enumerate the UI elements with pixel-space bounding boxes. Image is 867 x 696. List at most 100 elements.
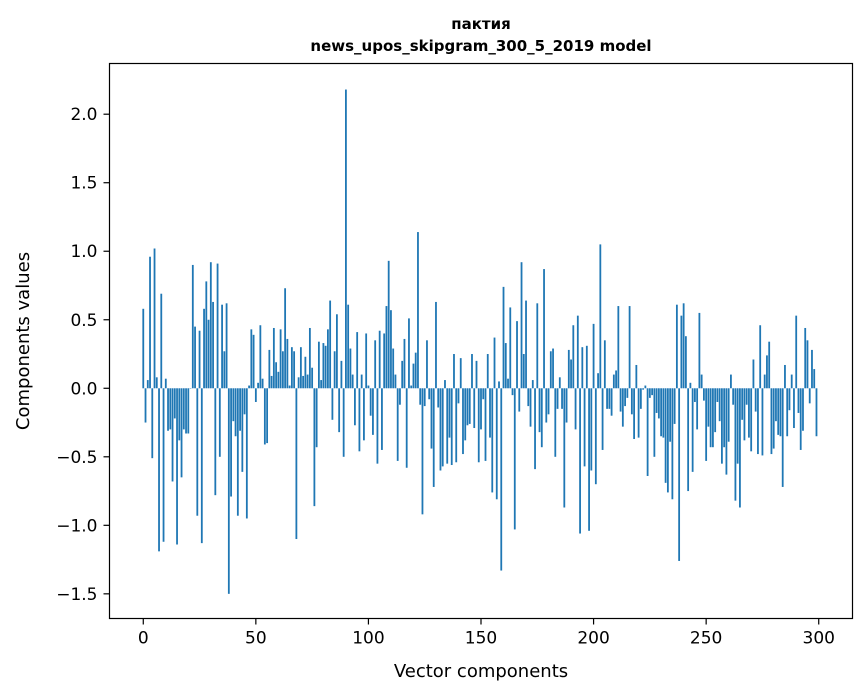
- bar-component-200: [592, 323, 595, 389]
- bar-component-202: [597, 373, 599, 389]
- bar-component-147: [473, 388, 476, 429]
- bar-component-39: [230, 388, 232, 497]
- bar-component-53: [261, 378, 264, 389]
- bar-component-272: [754, 388, 757, 412]
- x-tick-label: 150: [465, 629, 497, 649]
- bar-component-293: [802, 388, 804, 431]
- bar-component-170: [525, 300, 527, 389]
- bar-component-93: [351, 374, 354, 389]
- bar-component-13: [171, 388, 174, 482]
- bar-component-52: [259, 325, 262, 389]
- bar-component-211: [617, 306, 620, 389]
- bar-component-243: [689, 382, 692, 389]
- bar-component-176: [538, 388, 541, 433]
- bar-component-282: [777, 388, 780, 435]
- bar-component-141: [459, 358, 462, 389]
- bar-component-146: [471, 354, 473, 389]
- bar-component-20: [187, 388, 190, 434]
- bar-component-12: [169, 388, 172, 430]
- bar-component-296: [808, 388, 811, 404]
- bar-component-87: [338, 388, 341, 433]
- bar-component-72: [304, 356, 307, 389]
- bar-component-11: [167, 388, 169, 431]
- bar-component-182: [552, 348, 554, 389]
- bar-component-224: [646, 388, 649, 476]
- x-tick-label: 100: [352, 629, 384, 649]
- bar-component-193: [576, 315, 579, 389]
- y-tick-label: −1.0: [56, 516, 97, 536]
- bar-component-43: [239, 388, 241, 431]
- bar-component-292: [799, 388, 802, 450]
- bar-component-74: [308, 327, 311, 389]
- bar-component-249: [703, 388, 705, 401]
- bar-component-252: [709, 388, 712, 448]
- bar-component-270: [750, 388, 753, 452]
- bar-component-229: [657, 388, 660, 419]
- bar-component-219: [635, 364, 638, 389]
- bar-component-94: [354, 388, 356, 426]
- bar-component-265: [739, 388, 741, 508]
- bar-component-42: [236, 388, 239, 516]
- bar-component-135: [446, 388, 449, 464]
- bar-component-169: [522, 354, 525, 389]
- bar-component-134: [444, 380, 446, 389]
- bar-component-278: [768, 341, 771, 389]
- bar-component-254: [714, 388, 717, 433]
- bar-component-114: [399, 388, 401, 405]
- bar-component-91: [347, 304, 350, 389]
- bar-component-33: [216, 263, 219, 389]
- bar-component-233: [666, 388, 669, 493]
- bar-component-144: [466, 388, 469, 426]
- bar-component-172: [529, 388, 532, 427]
- bar-component-175: [536, 303, 539, 389]
- bar-component-142: [462, 388, 464, 455]
- x-tick-label: 50: [245, 629, 267, 649]
- bar-component-119: [410, 385, 413, 389]
- bar-component-151: [482, 388, 485, 400]
- bar-component-190: [570, 359, 572, 389]
- bar-component-40: [232, 388, 235, 422]
- bar-component-107: [383, 333, 386, 389]
- bar-component-177: [540, 388, 543, 448]
- bar-component-41: [234, 388, 237, 437]
- bar-component-295: [806, 340, 809, 389]
- bar-component-189: [567, 349, 570, 389]
- bar-component-213: [621, 388, 624, 427]
- bar-component-145: [468, 388, 471, 424]
- bar-component-104: [376, 388, 379, 464]
- bar-component-45: [243, 388, 246, 415]
- bar-component-116: [403, 338, 406, 389]
- bar-component-185: [558, 377, 561, 389]
- bar-component-88: [340, 360, 343, 389]
- bar-component-71: [302, 375, 305, 389]
- bar-component-16: [178, 388, 181, 441]
- bar-component-204: [601, 388, 604, 450]
- bar-component-221: [639, 388, 642, 409]
- bar-component-113: [396, 388, 399, 461]
- bar-component-201: [594, 388, 597, 485]
- bar-component-23: [194, 326, 196, 389]
- bar-component-58: [272, 327, 275, 389]
- bar-component-242: [687, 388, 690, 492]
- bar-component-244: [691, 388, 694, 472]
- bar-component-155: [491, 388, 494, 493]
- bar-component-207: [608, 388, 611, 409]
- bar-component-195: [581, 347, 584, 389]
- bar-component-76: [313, 388, 316, 507]
- bar-component-217: [630, 388, 633, 415]
- bar-component-236: [673, 388, 676, 424]
- chart-title-line1: пактия: [451, 15, 511, 33]
- bar-component-274: [759, 325, 762, 389]
- bar-component-78: [317, 341, 320, 389]
- bar-component-29: [207, 319, 210, 389]
- bar-component-10: [164, 378, 167, 389]
- bar-component-192: [574, 388, 577, 430]
- bar-component-59: [275, 362, 278, 389]
- bar-component-109: [387, 260, 390, 389]
- bar-component-60: [277, 371, 280, 389]
- bar-component-241: [684, 336, 687, 389]
- bar-component-279: [770, 388, 773, 455]
- bar-component-112: [394, 374, 397, 389]
- bar-component-96: [358, 388, 361, 452]
- bar-component-259: [725, 388, 728, 475]
